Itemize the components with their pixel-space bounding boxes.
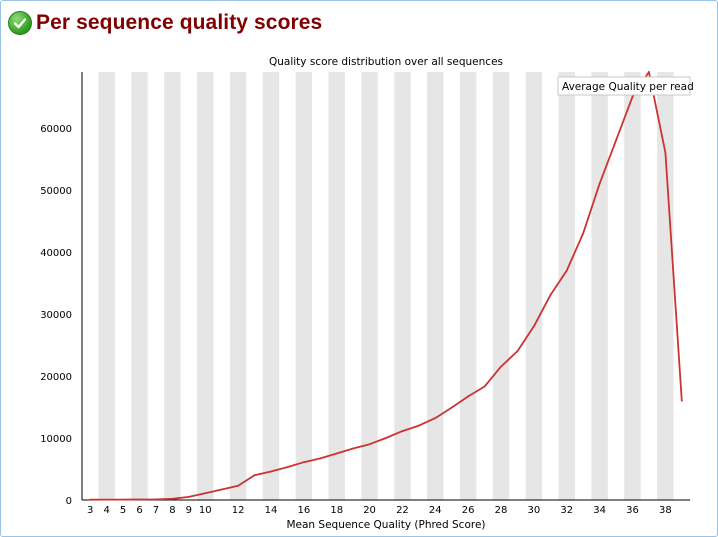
data-point-q39 [680,399,683,402]
data-point-q3 [89,498,92,501]
band-28 [492,72,510,500]
data-point-q14 [270,470,272,473]
data-point-q34 [598,182,601,185]
band-30 [525,72,543,500]
data-point-q35 [615,139,617,142]
x-tick-label: 12 [232,505,245,516]
band-12 [229,72,247,500]
data-point-q18 [335,452,338,455]
band-4 [98,72,115,500]
x-tick-label: 7 [153,505,159,516]
x-tick-label: 3 [87,505,93,516]
data-point-q5 [122,498,124,501]
data-point-q19 [352,447,355,450]
data-point-q28 [500,365,502,368]
data-point-q23 [417,424,420,427]
x-tick-label: 6 [136,505,142,516]
check-icon [8,11,32,35]
y-tick-label: 20000 [40,372,72,383]
x-tick-label: 22 [396,505,409,516]
data-point-q15 [286,466,289,469]
data-point-q20 [368,443,371,446]
data-point-q32 [565,269,568,272]
x-axis-ticks: 3 4 5 6 7 8 9 10 12 14 16 18 20 22 24 26 28 30 32 34 36 38 [87,505,672,516]
data-point-q4 [105,498,108,501]
band-36 [624,72,641,500]
band-6 [131,72,148,500]
legend-label: Average Quality per read [562,81,694,93]
y-tick-label: 10000 [40,434,72,445]
series-points [89,71,683,501]
data-point-q38 [664,151,667,154]
data-point-q8 [171,497,174,500]
data-point-q11 [220,488,223,491]
data-point-q12 [237,484,240,487]
legend: Average Quality per read [557,76,694,96]
x-tick-label: 38 [659,505,672,516]
band-32 [558,72,575,500]
x-tick-label: 14 [265,505,278,516]
y-tick-label: 60000 [40,124,72,135]
x-tick-label: 4 [103,505,109,516]
band-24 [427,72,444,500]
x-tick-label: 16 [297,505,310,516]
x-tick-label: 30 [528,505,541,516]
data-point-q17 [319,457,322,460]
x-axis-label: Mean Sequence Quality (Phred Score) [286,519,485,531]
background-bands [98,72,674,500]
band-10 [197,72,214,500]
y-tick-label: 40000 [40,248,72,259]
data-point-q37 [648,71,650,73]
band-8 [164,72,181,500]
data-point-q7 [155,498,157,501]
x-tick-label: 34 [593,505,606,516]
x-tick-label: 32 [560,505,573,516]
chart-title: Quality score distribution over all sequ… [269,56,503,68]
band-38 [657,72,674,500]
x-tick-label: 9 [186,505,192,516]
band-16 [295,72,313,500]
data-point-q24 [434,417,437,420]
x-tick-label: 20 [363,505,376,516]
x-tick-label: 8 [169,505,175,516]
data-point-q10 [204,492,207,495]
band-26 [459,72,477,500]
x-tick-label: 28 [495,505,508,516]
data-point-q29 [516,350,519,353]
band-14 [262,72,280,500]
data-point-q26 [467,395,470,398]
y-tick-label: 50000 [40,186,72,197]
y-tick-label: 0 [66,496,72,507]
page-title: Per sequence quality scores [36,11,323,34]
data-point-q21 [385,437,387,439]
data-point-q16 [302,461,305,464]
section-header: Per sequence quality scores [8,8,322,38]
y-tick-label: 30000 [40,310,72,321]
data-point-q36 [631,95,634,98]
data-point-q25 [450,406,453,409]
data-point-q9 [187,495,190,498]
band-34 [591,72,608,500]
data-point-q6 [138,498,141,501]
data-point-q22 [401,430,404,433]
band-20 [361,72,378,500]
x-tick-label: 36 [626,505,639,516]
data-point-q13 [253,474,256,477]
band-18 [328,72,345,500]
legend-box [557,76,691,96]
x-tick-label: 24 [429,505,442,516]
axes [81,72,690,501]
data-point-q27 [483,385,486,388]
data-point-q30 [532,325,535,328]
x-tick-label: 26 [462,505,475,516]
y-axis-ticks: 0 10000 20000 30000 40000 50000 60000 [40,124,72,507]
x-tick-label: 5 [120,505,126,516]
data-point-q33 [582,232,585,235]
data-point-q31 [549,294,552,297]
x-tick-label: 10 [199,505,212,516]
band-22 [394,72,411,500]
x-tick-label: 18 [330,505,343,516]
